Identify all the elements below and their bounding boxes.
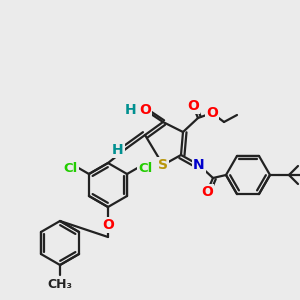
Text: O: O [187, 99, 199, 113]
Text: CH₃: CH₃ [47, 278, 73, 292]
Text: O: O [206, 106, 218, 120]
Text: O: O [139, 103, 151, 117]
Text: N: N [193, 158, 205, 172]
Text: O: O [201, 185, 213, 199]
Text: S: S [158, 158, 168, 172]
Text: O: O [102, 218, 114, 232]
Text: Cl: Cl [63, 161, 78, 175]
Text: Cl: Cl [138, 161, 153, 175]
Text: H: H [112, 143, 124, 157]
Text: H: H [125, 103, 137, 117]
